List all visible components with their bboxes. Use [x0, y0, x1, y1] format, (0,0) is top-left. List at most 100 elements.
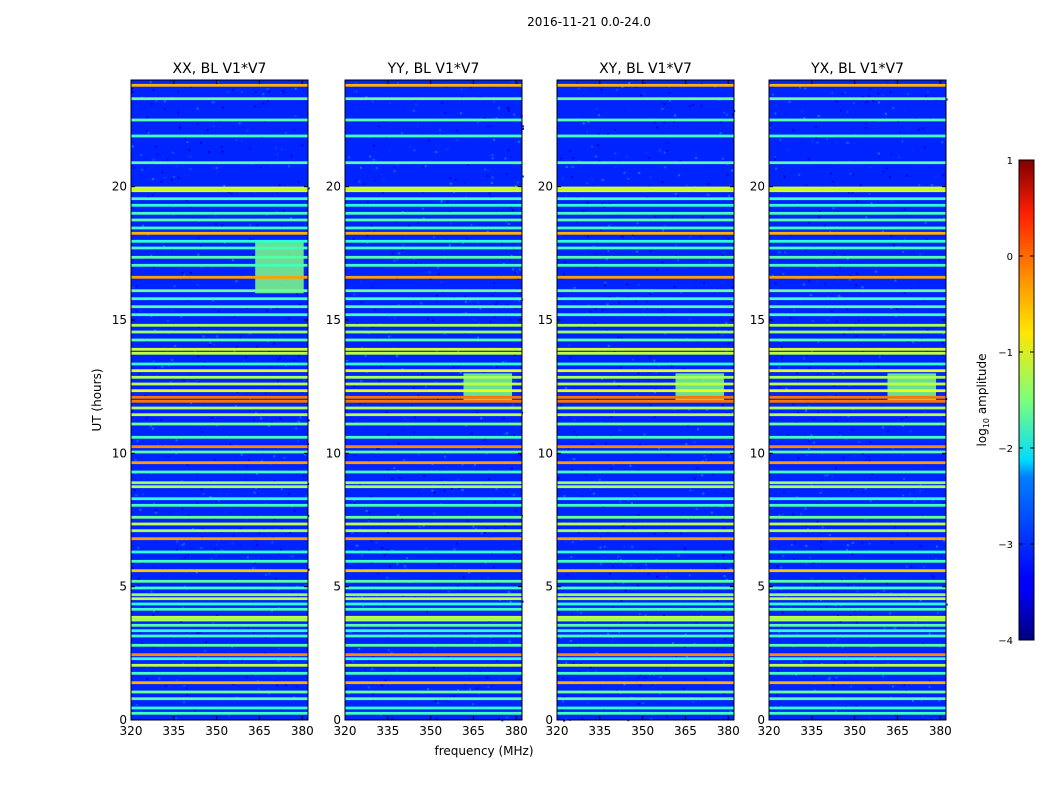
heatmap-cell — [248, 332, 251, 335]
heatmap-cell — [894, 626, 897, 629]
heatmap-cell — [138, 585, 141, 588]
rfi-row — [131, 263, 308, 267]
heatmap-cell — [214, 548, 217, 551]
heatmap-cell — [825, 605, 828, 608]
heatmap-cell — [598, 159, 601, 162]
heatmap-cell — [415, 217, 418, 219]
heatmap-cell — [401, 429, 404, 432]
heatmap-cell — [486, 527, 489, 530]
heatmap-cell — [716, 599, 719, 602]
heatmap-cell — [614, 166, 617, 168]
heatmap-cell — [200, 547, 203, 550]
rfi-row — [557, 461, 734, 465]
rfi-row — [131, 231, 308, 235]
heatmap-cell — [297, 440, 300, 443]
heatmap-cell — [262, 93, 265, 96]
rfi-row — [769, 203, 946, 207]
heatmap-cell — [136, 440, 139, 443]
heatmap-cell — [510, 631, 513, 634]
heatmap-cell — [365, 371, 368, 374]
rfi-row — [131, 586, 308, 590]
rfi-row — [345, 550, 522, 554]
heatmap-cell — [256, 224, 259, 227]
heatmap-cell — [603, 318, 606, 320]
heatmap-cell — [390, 651, 393, 654]
heatmap-cell — [623, 545, 626, 548]
heatmap-cell — [811, 140, 814, 143]
heatmap-cell — [838, 296, 841, 298]
heatmap-cell — [795, 674, 798, 676]
heatmap-cell — [814, 689, 816, 692]
heatmap-cell — [560, 636, 562, 639]
heatmap-cell — [421, 373, 424, 376]
heatmap-cell — [729, 567, 732, 570]
heatmap-cell — [240, 139, 243, 142]
heatmap-cell — [808, 280, 811, 283]
heatmap-cell — [616, 88, 619, 91]
rfi-row — [345, 623, 522, 627]
heatmap-cell — [654, 683, 657, 686]
heatmap-cell — [942, 230, 944, 233]
heatmap-cell — [582, 209, 585, 212]
heatmap-cell — [652, 683, 655, 686]
heatmap-cell — [520, 534, 523, 536]
heatmap-cell — [903, 592, 906, 595]
heatmap-cell — [878, 356, 881, 359]
heatmap-cell — [558, 614, 560, 617]
heatmap-cell — [409, 145, 412, 148]
rfi-row — [769, 643, 946, 647]
heatmap-cell — [922, 715, 924, 718]
heatmap-cell — [134, 267, 137, 270]
heatmap-cell — [204, 650, 207, 652]
heatmap-cell — [221, 150, 224, 153]
heatmap-cell — [805, 525, 808, 527]
heatmap-cell — [731, 300, 734, 303]
heatmap-cell — [611, 565, 614, 568]
heatmap-cell — [711, 452, 714, 455]
heatmap-cell — [631, 115, 634, 118]
heatmap-cell — [577, 683, 580, 686]
heatmap-cell — [363, 337, 366, 340]
heatmap-cell — [900, 418, 903, 421]
heatmap-cell — [876, 172, 879, 175]
heatmap-cell — [366, 234, 369, 237]
heatmap-cell — [190, 401, 193, 404]
heatmap-cell — [511, 379, 514, 382]
rfi-row — [345, 246, 522, 250]
rfi-row — [131, 134, 308, 138]
heatmap-cell — [240, 453, 243, 456]
heatmap-cell — [443, 490, 446, 493]
heatmap-cell — [488, 192, 491, 195]
heatmap-cell — [507, 222, 510, 225]
heatmap-cell — [659, 676, 662, 678]
heatmap-cell — [195, 214, 198, 217]
heatmap-cell — [636, 584, 639, 587]
heatmap-cell — [259, 416, 262, 419]
rfi-row — [769, 347, 946, 351]
heatmap-cell — [283, 91, 286, 94]
heatmap-cell — [820, 541, 823, 543]
heatmap-cell — [864, 343, 866, 346]
rfi-row — [557, 529, 734, 533]
colorbar-tick-label: 1 — [1007, 156, 1013, 167]
heatmap-cell — [375, 596, 378, 598]
heatmap-cell — [578, 670, 581, 673]
heatmap-cell — [391, 477, 394, 480]
heatmap-cell — [792, 513, 795, 516]
heatmap-cell — [721, 505, 724, 508]
heatmap-cell — [723, 692, 726, 695]
heatmap-cell — [386, 411, 388, 414]
heatmap-cell — [901, 140, 904, 143]
heatmap-cell — [689, 489, 692, 492]
heatmap-cell — [612, 108, 615, 111]
heatmap-cell — [853, 381, 856, 384]
heatmap-cell — [432, 666, 435, 669]
heatmap-cell — [934, 95, 937, 98]
heatmap-cell — [827, 678, 830, 681]
heatmap-cell — [569, 356, 572, 359]
heatmap-cell — [243, 359, 245, 362]
heatmap-cell — [182, 557, 185, 559]
heatmap-cell — [877, 101, 880, 104]
x-tick-label: 320 — [334, 724, 357, 738]
